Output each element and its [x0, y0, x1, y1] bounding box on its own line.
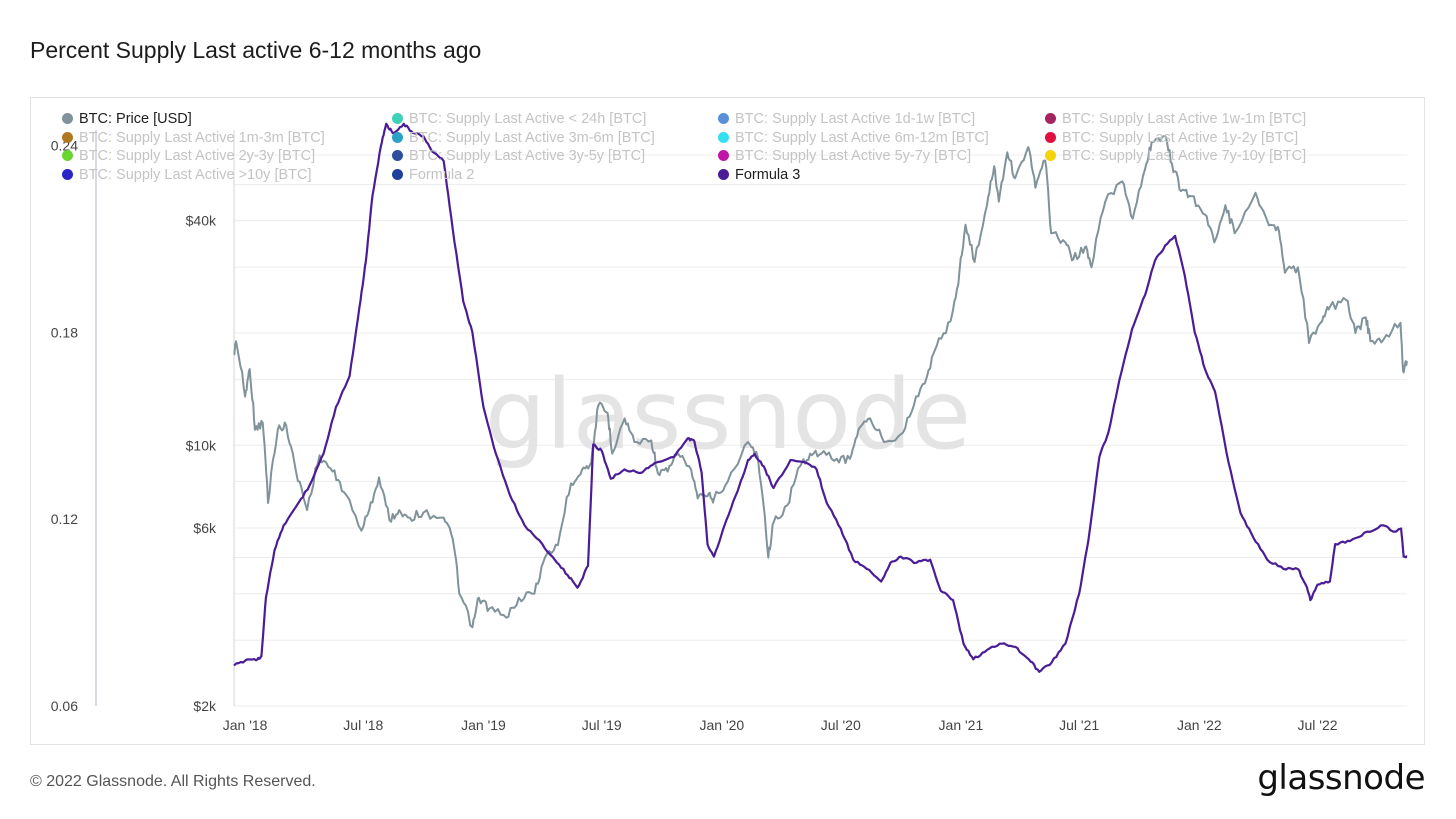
legend-label: BTC: Supply Last Active 2y-3y [BTC]: [79, 148, 316, 164]
x-tick-label: Jul '19: [582, 717, 622, 733]
x-tick-label: Jan '21: [939, 717, 984, 733]
legend-item[interactable]: BTC: Supply Last Active 1y-2y [BTC]: [1045, 129, 1298, 147]
legend-item[interactable]: BTC: Supply Last Active 1m-3m [BTC]: [62, 129, 325, 147]
legend-dot-icon: [62, 131, 73, 143]
legend-item[interactable]: BTC: Supply Last Active 2y-3y [BTC]: [62, 147, 315, 165]
legend-label: BTC: Supply Last Active 3y-5y [BTC]: [409, 148, 646, 164]
x-tick-label: Jan '22: [1177, 717, 1222, 733]
price-series-line: [233, 134, 1408, 629]
copyright-footer: © 2022 Glassnode. All Rights Reserved.: [30, 773, 316, 790]
legend-item[interactable]: Formula 2: [392, 166, 474, 184]
legend-label: BTC: Supply Last Active 7y-10y [BTC]: [1062, 148, 1307, 164]
y-price-tick-label: $2k: [193, 698, 217, 714]
legend-dot-icon: [718, 150, 729, 161]
y-left-tick-label: 0.18: [51, 324, 78, 340]
y-left-tick-label: 0.12: [51, 511, 78, 527]
legend-item[interactable]: BTC: Supply Last Active 7y-10y [BTC]: [1045, 147, 1306, 165]
legend-dot-icon: [718, 168, 729, 180]
legend-item[interactable]: BTC: Supply Last Active 5y-7y [BTC]: [718, 147, 971, 165]
legend-dot-icon: [62, 113, 73, 124]
legend-item[interactable]: BTC: Supply Last Active 3y-5y [BTC]: [392, 147, 645, 165]
x-tick-label: Jul '20: [821, 717, 861, 733]
legend-item[interactable]: BTC: Supply Last Active 1d-1w [BTC]: [718, 110, 975, 128]
y-price-tick-label: $40k: [186, 213, 217, 229]
legend-dot-icon: [1045, 113, 1056, 124]
y-price-tick-label: $6k: [193, 520, 217, 536]
legend-item[interactable]: BTC: Supply Last Active < 24h [BTC]: [392, 110, 646, 128]
legend-label: BTC: Supply Last Active 5y-7y [BTC]: [735, 148, 972, 164]
legend-dot-icon: [1045, 150, 1056, 161]
legend-label: BTC: Supply Last Active 3m-6m [BTC]: [409, 129, 655, 146]
legend-label: Formula 2: [409, 166, 475, 183]
x-tick-label: Jul '18: [343, 717, 383, 733]
legend-label: BTC: Supply Last Active 1y-2y [BTC]: [1062, 129, 1299, 146]
legend-dot-icon: [1045, 131, 1056, 143]
legend-label: BTC: Price [USD]: [79, 111, 192, 127]
legend-label: BTC: Supply Last Active 1m-3m [BTC]: [79, 129, 325, 146]
chart-frame: [30, 97, 1425, 745]
formula3-series-line: [233, 122, 1408, 673]
legend-dot-icon: [718, 113, 729, 124]
legend-label: BTC: Supply Last Active 6m-12m [BTC]: [735, 129, 989, 146]
legend-label: BTC: Supply Last Active >10y [BTC]: [79, 166, 312, 183]
legend-label: BTC: Supply Last Active 1d-1w [BTC]: [735, 111, 976, 127]
legend-dot-icon: [62, 150, 73, 161]
legend-label: Formula 3: [735, 166, 801, 183]
x-tick-label: Jan '18: [223, 717, 268, 733]
legend-dot-icon: [392, 131, 403, 143]
legend-item[interactable]: BTC: Supply Last Active 1w-1m [BTC]: [1045, 110, 1306, 128]
legend-dot-icon: [718, 131, 729, 143]
legend-dot-icon: [392, 113, 403, 124]
legend-item[interactable]: BTC: Supply Last Active 3m-6m [BTC]: [392, 129, 655, 147]
y-left-tick-label: 0.06: [51, 698, 78, 714]
x-tick-label: Jan '20: [700, 717, 745, 733]
glassnode-logo: glassnode: [1257, 758, 1425, 798]
legend-item[interactable]: Formula 3: [718, 166, 800, 184]
legend-item[interactable]: BTC: Supply Last Active >10y [BTC]: [62, 166, 312, 184]
legend-label: BTC: Supply Last Active 1w-1m [BTC]: [1062, 111, 1307, 127]
x-tick-label: Jul '22: [1298, 717, 1338, 733]
chart-title: Percent Supply Last active 6-12 months a…: [30, 37, 482, 63]
legend-item[interactable]: BTC: Price [USD]: [62, 110, 192, 128]
legend-label: BTC: Supply Last Active < 24h [BTC]: [409, 111, 647, 127]
watermark: glassnode: [485, 359, 971, 471]
legend-dot-icon: [62, 168, 73, 180]
y-price-tick-label: $10k: [186, 437, 217, 453]
x-tick-label: Jul '21: [1059, 717, 1099, 733]
legend-dot-icon: [392, 150, 403, 161]
legend-dot-icon: [392, 168, 403, 180]
legend-item[interactable]: BTC: Supply Last Active 6m-12m [BTC]: [718, 129, 989, 147]
x-tick-label: Jan '19: [461, 717, 506, 733]
y-left-tick-label: 0.24: [51, 138, 78, 154]
